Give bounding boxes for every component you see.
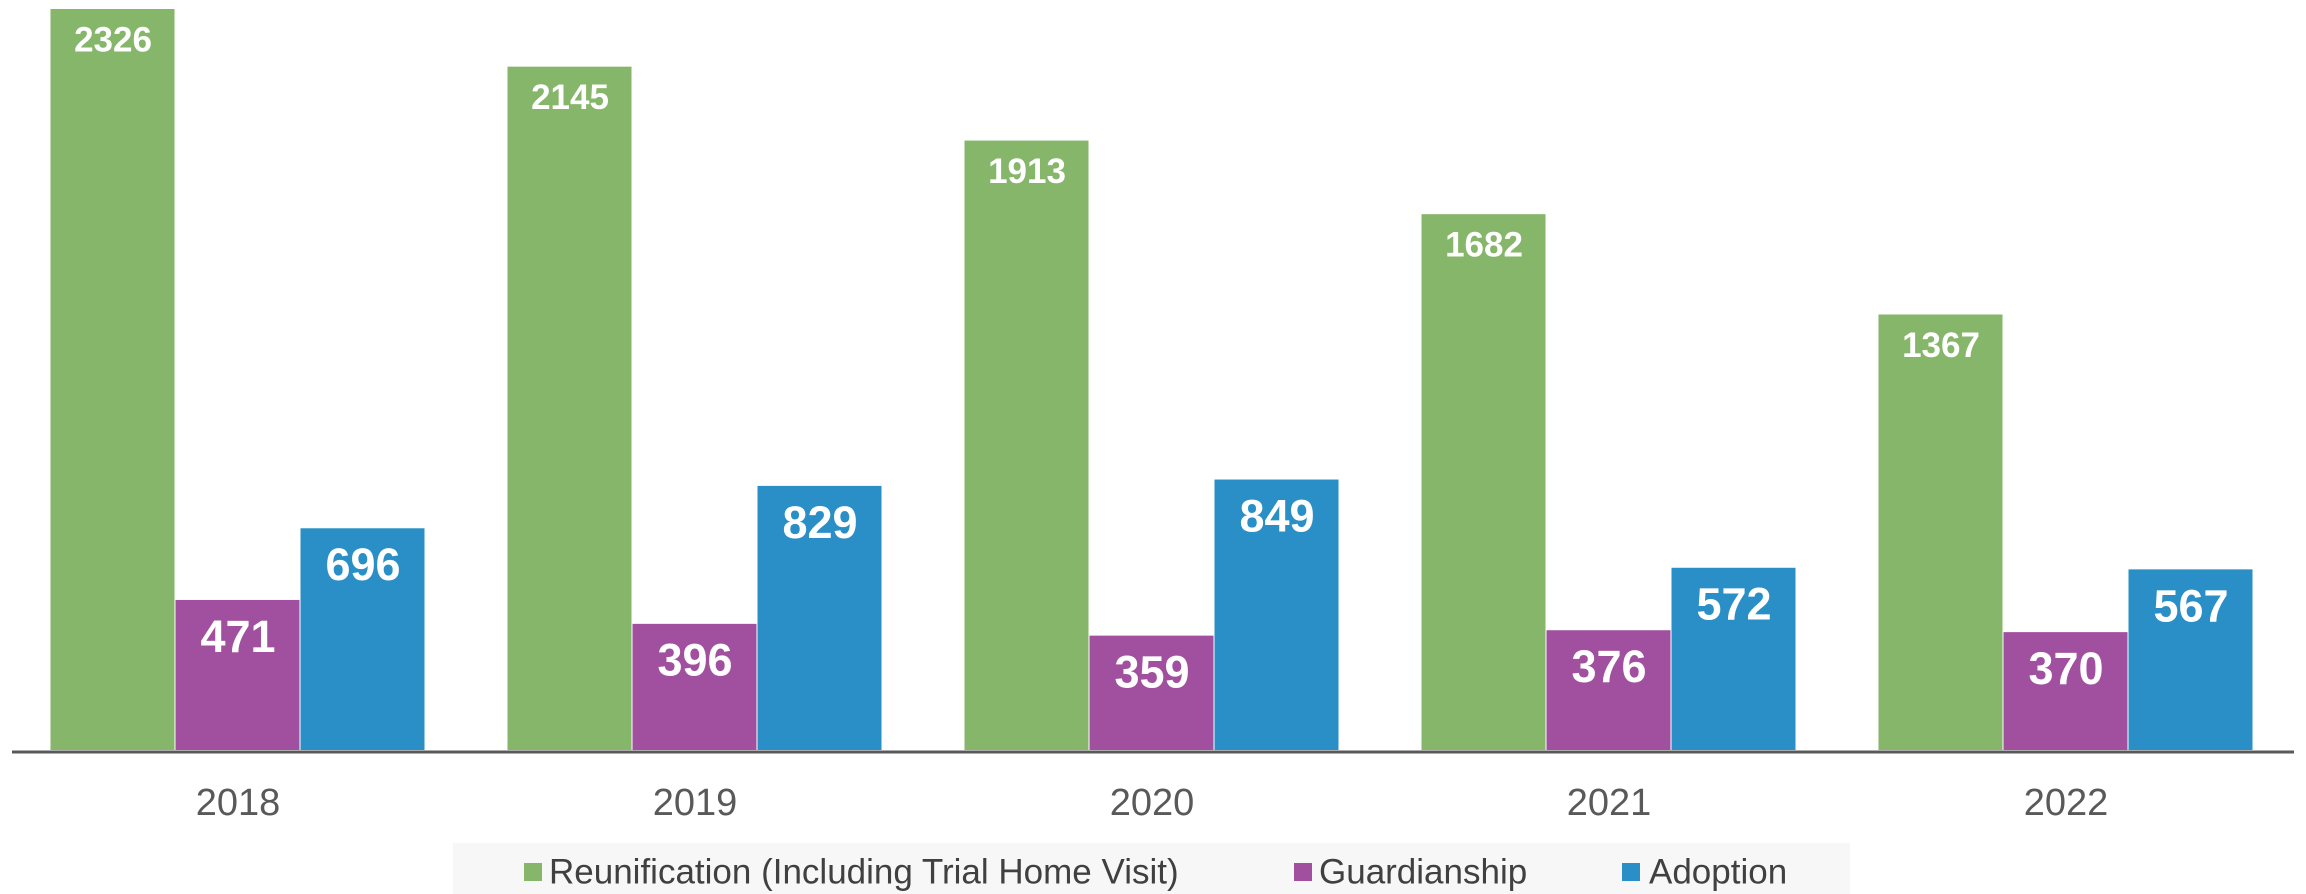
value-label: 696 [325, 539, 400, 590]
legend-swatch [1622, 863, 1640, 881]
bar [1546, 630, 1671, 750]
bar [1421, 214, 1546, 751]
legend-swatch [1294, 863, 1312, 881]
value-label: 376 [1571, 641, 1646, 692]
bar [50, 9, 175, 750]
x-tick-label: 2018 [196, 782, 281, 824]
legend-label: Reunification (Including Trial Home Visi… [549, 852, 1179, 891]
bar [175, 599, 300, 750]
legend-swatch [524, 863, 542, 881]
value-label: 829 [782, 497, 857, 548]
bar [507, 66, 632, 751]
value-label: 567 [2153, 580, 2228, 631]
bar [2128, 569, 2253, 750]
value-label: 1913 [988, 152, 1066, 191]
value-label: 359 [1114, 647, 1189, 698]
value-label: 396 [657, 635, 732, 686]
value-label: 471 [200, 611, 275, 662]
value-label: 370 [2028, 643, 2103, 694]
bar [757, 485, 882, 750]
x-tick-label: 2019 [653, 782, 738, 824]
bar [632, 623, 757, 750]
bar [1671, 567, 1796, 750]
legend-label: Adoption [1649, 852, 1787, 891]
bar [300, 528, 425, 750]
bar [964, 140, 1089, 751]
value-label: 572 [1696, 579, 1771, 630]
value-label: 2326 [74, 20, 152, 59]
x-tick-label: 2022 [2024, 782, 2109, 824]
x-tick-label: 2021 [1567, 782, 1652, 824]
x-tick-label: 2020 [1110, 782, 1195, 824]
legend-background [453, 843, 1850, 894]
legend-label: Guardianship [1319, 852, 1527, 891]
bar [1878, 314, 2003, 750]
value-label: 2145 [531, 78, 609, 117]
value-label: 849 [1239, 490, 1314, 541]
bar [1214, 479, 1339, 750]
value-label: 1682 [1445, 225, 1523, 264]
bar [2003, 632, 2128, 750]
bar [1089, 635, 1214, 750]
value-label: 1367 [1902, 326, 1980, 365]
